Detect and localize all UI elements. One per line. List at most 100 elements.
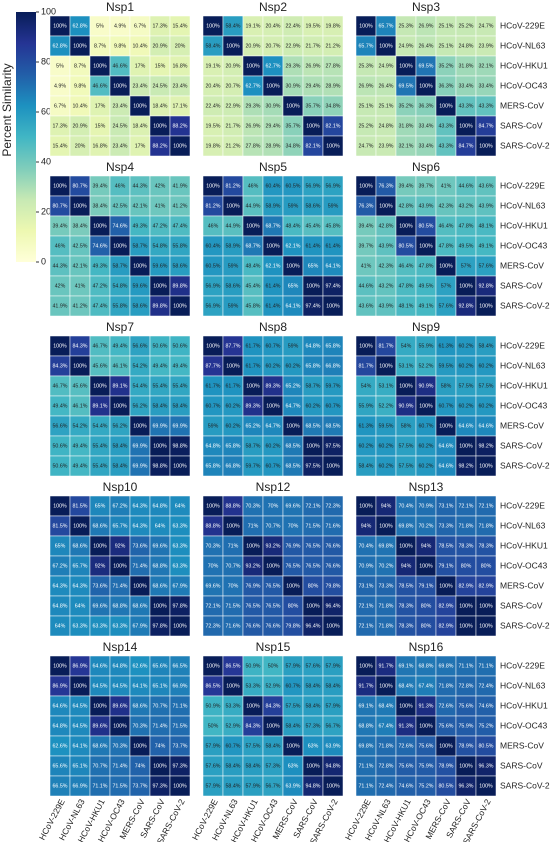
cell-label: 29.4% [305,83,320,89]
cell-label: 68.4% [378,703,393,709]
cell-label: 6.7% [134,23,146,29]
panel-title: Nsp6 [412,160,440,174]
cell-label: 20.7% [225,83,240,89]
cell-label: 72.3% [205,623,220,629]
cell-label: 20.9% [72,123,87,129]
cell-label: 46% [248,183,259,189]
cell-label: 44.3% [52,263,67,269]
cell-label: 64.5% [72,703,87,709]
cell-label: 100% [73,523,87,529]
cell-label: 71.8% [378,743,393,749]
cell-label: 58% [401,423,412,429]
cell-label: 60.7% [265,343,280,349]
cell-label: 56.9% [205,303,220,309]
cell-label: 64.5% [92,683,107,689]
cell-label: 57% [441,283,452,289]
cell-label: 24.5% [112,123,127,129]
cell-label: 86.9% [72,663,87,669]
cell-label: 100% [326,623,340,629]
y-tick-label: HCoV-NL63 [500,200,546,210]
cell-label: 100% [266,723,280,729]
cell-label: 19.8% [325,23,340,29]
cell-label: 79.8% [285,623,300,629]
cell-label: 49.3% [132,223,147,229]
cell-label: 100% [326,143,340,149]
y-tick-label: MERS-CoV [500,100,544,110]
cell-label: 42.5% [72,243,87,249]
cell-label: 100% [266,243,280,249]
cell-label: 41% [75,283,86,289]
cell-label: 58.9% [225,243,240,249]
cell-label: 58.4% [305,683,320,689]
cell-label: 57.9% [285,663,300,669]
cell-label: 100% [246,703,260,709]
cell-label: 26.9% [305,63,320,69]
cell-label: 52.9% [225,723,240,729]
cell-label: 25.3% [358,63,373,69]
cell-label: 100% [399,223,413,229]
cell-label: 65.7% [72,563,87,569]
y-tick-label: HCoV-HKU1 [500,60,548,70]
cell-label: 64.7% [285,403,300,409]
cell-label: 25.2% [458,23,473,29]
cell-label: 68.6% [92,523,107,529]
cell-label: 71.5% [112,783,127,789]
cell-label: 59% [228,303,239,309]
colorbar-tick-label: 80 [41,56,51,66]
cell-label: 59% [208,423,219,429]
cell-label: 58.4% [225,23,240,29]
cell-label: 20.4% [205,83,220,89]
cell-label: 65.6% [152,663,167,669]
cell-label: 84.3% [52,363,67,369]
cell-label: 65% [95,503,106,509]
cell-label: 64.5% [72,723,87,729]
cell-label: 19.5% [305,23,320,29]
cell-label: 94.8% [325,763,340,769]
cell-label: 65.7% [112,523,127,529]
cell-label: 100% [306,123,320,129]
cell-label: 68.5% [325,423,340,429]
cell-label: 98.8% [152,463,167,469]
cell-label: 56.2% [112,423,127,429]
cell-label: 76.3% [358,203,373,209]
y-tick-label: HCoV-OC43 [500,400,548,410]
heatmap-cell [169,455,191,477]
cell-label: 39.7% [418,183,433,189]
colorbar-tick-label: 20 [41,206,51,216]
cell-label: 71.4% [112,763,127,769]
cell-label: 57.3% [305,723,320,729]
cell-label: 20.9% [245,43,260,49]
cell-label: 100% [113,723,127,729]
cell-label: 54.8% [152,243,167,249]
cell-label: 29.3% [245,103,260,109]
cell-label: 100% [439,103,453,109]
cell-label: 58.6% [225,283,240,289]
cell-label: 23.9% [478,43,493,49]
cell-label: 65.2% [245,423,260,429]
cell-label: 26.9% [418,23,433,29]
cell-label: 49.4% [152,363,167,369]
cell-label: 60.2% [285,363,300,369]
cell-label: 76.5% [305,563,320,569]
cell-label: 48.4% [245,263,260,269]
cell-label: 89.6% [112,703,127,709]
cell-label: 49.5% [458,243,473,249]
cell-label: 63% [308,743,319,749]
cell-label: 55.9% [418,343,433,349]
cell-label: 56.7% [325,723,340,729]
cell-label: 62.1% [265,263,280,269]
cell-label: 61.4% [265,303,280,309]
cell-label: 57.9% [245,783,260,789]
cell-label: 53.1% [398,363,413,369]
cell-label: 100% [206,343,220,349]
cell-label: 46% [115,183,126,189]
cell-label: 70.3% [205,543,220,549]
cell-label: 32.1% [398,143,413,149]
cell-label: 68.4% [398,683,413,689]
cell-label: 25.1% [438,43,453,49]
cell-label: 50% [268,663,279,669]
cell-label: 100% [173,143,187,149]
cell-label: 38.4% [72,223,87,229]
cell-label: 19.1% [205,63,220,69]
cell-label: 64.8% [152,503,167,509]
